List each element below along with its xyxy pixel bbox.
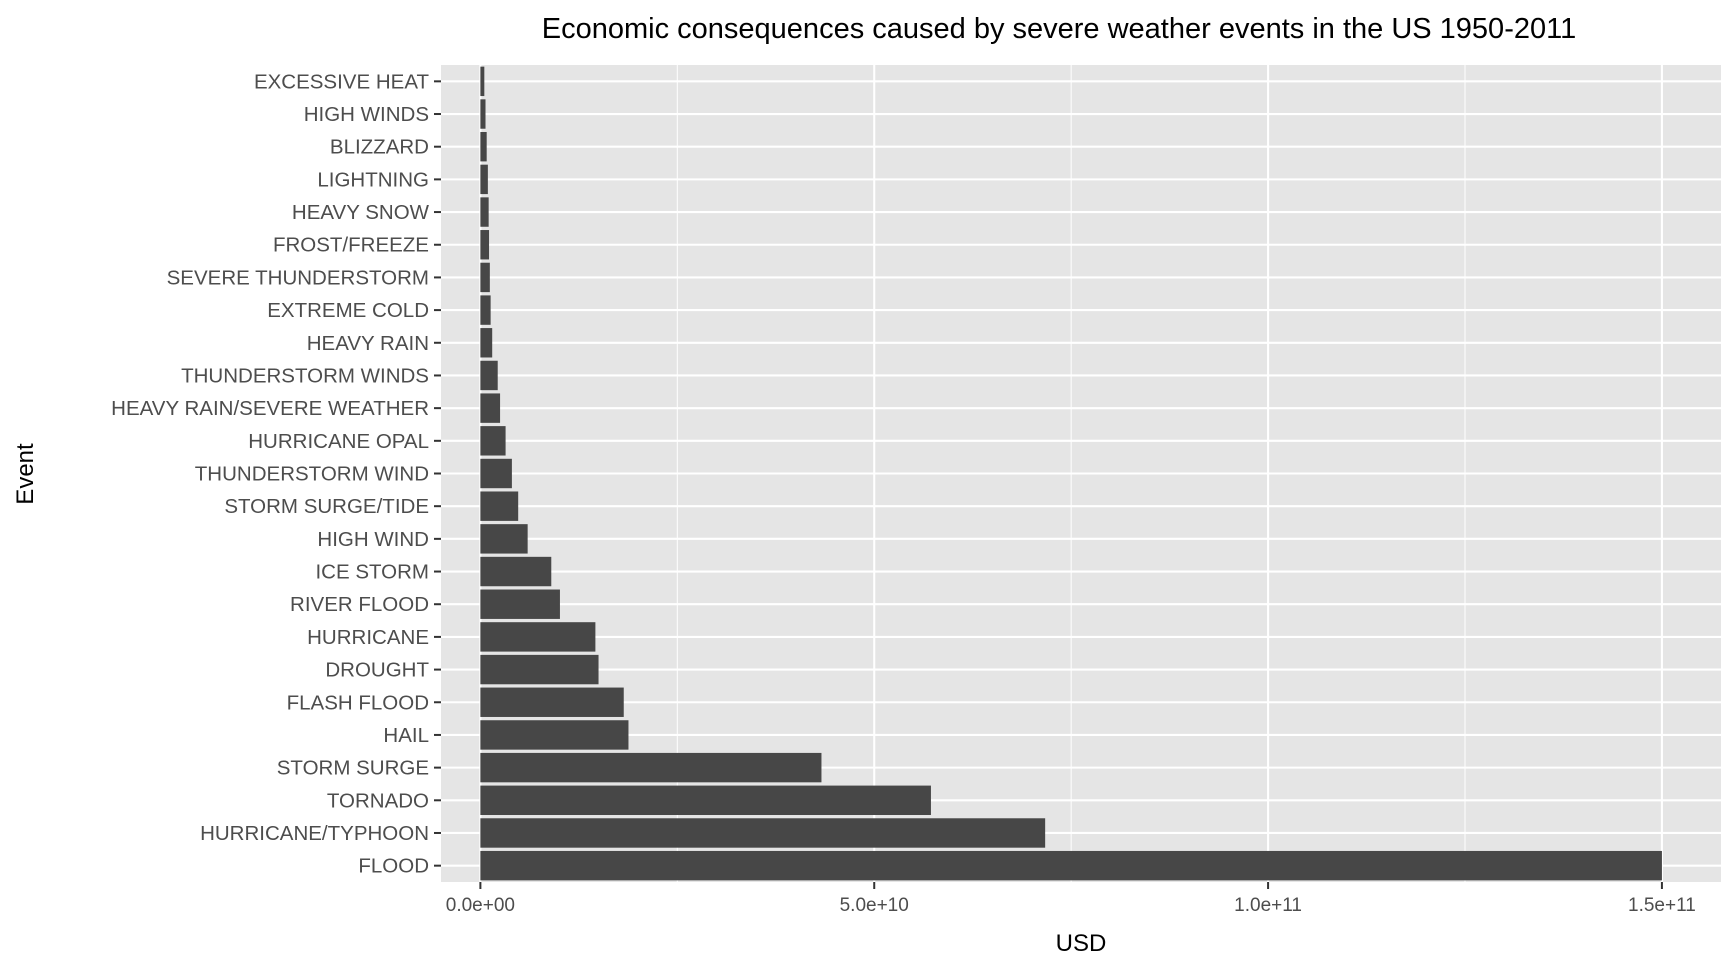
- y-tick-label: TORNADO: [327, 789, 429, 812]
- y-tick-label: STORM SURGE/TIDE: [224, 495, 429, 518]
- bar: [480, 589, 560, 619]
- bar: [480, 850, 1662, 881]
- y-tick-label: BLIZZARD: [330, 136, 429, 159]
- y-tick-label: FLASH FLOOD: [287, 691, 429, 714]
- y-tick-label: ICE STORM: [315, 561, 429, 584]
- y-tick-label: HAIL: [383, 724, 429, 747]
- bar: [480, 131, 487, 162]
- x-tick-label: 1.5e+11: [1628, 895, 1696, 916]
- bar: [480, 164, 488, 195]
- x-tick-label: 1.0e+11: [1234, 895, 1302, 916]
- y-tick-label: HEAVY RAIN/SEVERE WEATHER: [111, 397, 429, 420]
- bar: [480, 197, 489, 227]
- y-tick-label: HEAVY RAIN: [307, 332, 429, 355]
- bar: [480, 262, 490, 293]
- x-tick-label: 0.0e+00: [446, 895, 515, 916]
- bar: [480, 556, 552, 587]
- bar: [480, 818, 1046, 848]
- y-tick-label: EXTREME COLD: [267, 299, 429, 322]
- x-axis: 0.0e+00 5.0e+10 1.0e+11 1.5e+11: [446, 882, 1696, 916]
- y-tick-label: HIGH WIND: [317, 528, 429, 551]
- bar: [480, 393, 501, 423]
- x-tick-label: 5.0e+10: [840, 895, 909, 916]
- chart-title: Economic consequences caused by severe w…: [542, 13, 1576, 45]
- bar: [480, 328, 493, 358]
- bar: [480, 654, 599, 685]
- bar: [480, 622, 596, 652]
- y-tick-label: FROST/FREEZE: [273, 234, 429, 257]
- y-tick-label: EXCESSIVE HEAT: [254, 70, 430, 93]
- x-axis-title: USD: [1056, 930, 1107, 957]
- y-tick-label: THUNDERSTORM WINDS: [181, 364, 429, 387]
- y-tick-label: SEVERE THUNDERSTORM: [167, 266, 429, 289]
- y-tick-label: LIGHTNING: [317, 168, 429, 191]
- bar: [480, 99, 486, 129]
- bar: [480, 491, 519, 521]
- bar: [480, 295, 491, 325]
- y-tick-label: HEAVY SNOW: [292, 201, 430, 224]
- grid-lines: [441, 65, 1721, 882]
- bar: [480, 458, 512, 489]
- bar: [480, 687, 624, 717]
- y-tick-label: STORM SURGE: [277, 757, 429, 780]
- y-tick-label: THUNDERSTORM WIND: [195, 463, 429, 486]
- y-tick-label: RIVER FLOOD: [290, 593, 429, 616]
- y-tick-label: HURRICANE OPAL: [248, 430, 429, 453]
- y-tick-label: HIGH WINDS: [304, 103, 429, 126]
- bars: [480, 66, 1662, 881]
- bar: [480, 66, 485, 97]
- bar: [480, 785, 931, 816]
- y-tick-label: HURRICANE: [307, 626, 429, 649]
- y-axis-title: Event: [12, 443, 39, 505]
- bar: [480, 720, 629, 750]
- y-axis: EXCESSIVE HEAT HIGH WINDS BLIZZARD LIGHTNIN…: [111, 70, 441, 878]
- bar: [480, 230, 490, 260]
- bar: [480, 752, 822, 783]
- y-tick-label: DROUGHT: [325, 659, 429, 682]
- bar: [480, 426, 506, 456]
- y-tick-label: FLOOD: [358, 855, 429, 878]
- bar: [480, 360, 498, 391]
- y-tick-label: HURRICANE/TYPHOON: [200, 822, 429, 845]
- bar: [480, 524, 528, 554]
